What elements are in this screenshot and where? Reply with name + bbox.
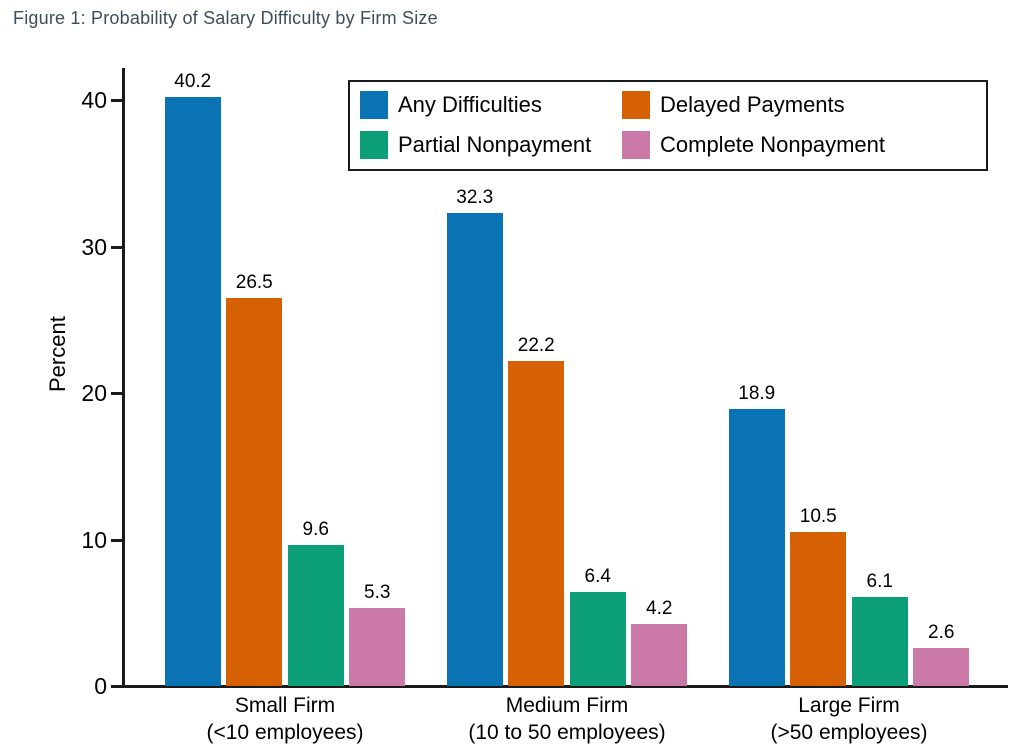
bar-value-label: 2.6 xyxy=(928,621,955,643)
bar-delayed-payments-large-firm xyxy=(790,532,847,686)
bar-any-difficulties-large-firm xyxy=(728,409,785,686)
legend-label: Any Difficulties xyxy=(398,92,542,117)
bar-partial-nonpayment-medium-firm xyxy=(569,592,626,686)
x-category-label-medium-firm: Medium Firm (10 to 50 employees) xyxy=(407,692,727,746)
y-tick-label: 20 xyxy=(81,380,107,406)
x-category-label-line: Medium Firm xyxy=(505,694,629,717)
bar-delayed-payments-small-firm xyxy=(226,297,283,686)
y-tick xyxy=(111,685,122,688)
legend-swatch-icon xyxy=(360,131,388,159)
x-category-label-small-firm: Small Firm (<10 employees) xyxy=(125,692,445,746)
x-category-label-large-firm: Large Firm (>50 employees) xyxy=(689,692,1009,746)
x-category-label-line: Small Firm xyxy=(234,694,336,717)
bar-value-label: 26.5 xyxy=(235,271,273,293)
figure-title: Figure 1: Probability of Salary Difficul… xyxy=(13,8,438,28)
bar-partial-nonpayment-large-firm xyxy=(851,596,908,686)
bar-value-label: 40.2 xyxy=(174,71,212,93)
x-axis-line xyxy=(111,685,1008,688)
bar-value-label: 9.6 xyxy=(302,519,329,541)
y-tick xyxy=(111,538,122,542)
x-category-label-line: (>50 employees) xyxy=(770,721,928,744)
bar-any-difficulties-medium-firm xyxy=(446,212,503,686)
legend-item-any-difficulties: Any Difficulties xyxy=(360,91,622,119)
bar-value-label: 10.5 xyxy=(799,506,837,528)
y-tick xyxy=(111,99,122,102)
bar-delayed-payments-medium-firm xyxy=(508,360,565,686)
y-tick-label: 0 xyxy=(94,673,107,699)
legend-label: Complete Nonpayment xyxy=(660,132,886,157)
bar-partial-nonpayment-small-firm xyxy=(287,545,344,686)
bar-value-label: 4.2 xyxy=(646,598,673,620)
bar-complete-nonpayment-small-firm xyxy=(349,608,406,686)
x-category-label-line: Large Firm xyxy=(798,694,900,717)
legend-swatch-icon xyxy=(360,91,388,119)
y-tick-label: 30 xyxy=(81,233,107,260)
x-category-label-line: (<10 employees) xyxy=(206,721,364,744)
legend-swatch-icon xyxy=(622,91,650,119)
y-axis-line xyxy=(122,68,125,688)
bar-value-label: 18.9 xyxy=(738,383,776,405)
bar-value-label: 22.2 xyxy=(517,334,555,356)
legend-item-delayed-payments: Delayed Payments xyxy=(622,91,974,119)
legend-swatch-icon xyxy=(622,131,650,159)
legend-label: Delayed Payments xyxy=(660,92,845,117)
y-tick-label: 40 xyxy=(81,87,107,113)
y-tick-label: 10 xyxy=(81,526,107,553)
bar-complete-nonpayment-large-firm xyxy=(913,647,970,686)
bar-value-label: 5.3 xyxy=(364,582,391,604)
bar-value-label: 32.3 xyxy=(456,186,494,208)
legend: Any Difficulties Delayed Payments Partial … xyxy=(348,80,988,171)
bar-any-difficulties-small-firm xyxy=(164,97,221,686)
y-tick xyxy=(111,392,122,395)
bar-value-label: 6.1 xyxy=(866,570,893,592)
y-tick xyxy=(111,245,122,249)
x-category-label-line: (10 to 50 employees) xyxy=(468,721,666,744)
bar-value-label: 6.4 xyxy=(584,566,611,588)
legend-label: Partial Nonpayment xyxy=(398,132,592,157)
bar-complete-nonpayment-medium-firm xyxy=(631,624,688,686)
legend-item-complete-nonpayment: Complete Nonpayment xyxy=(622,131,974,159)
legend-item-partial-nonpayment: Partial Nonpayment xyxy=(360,131,622,159)
